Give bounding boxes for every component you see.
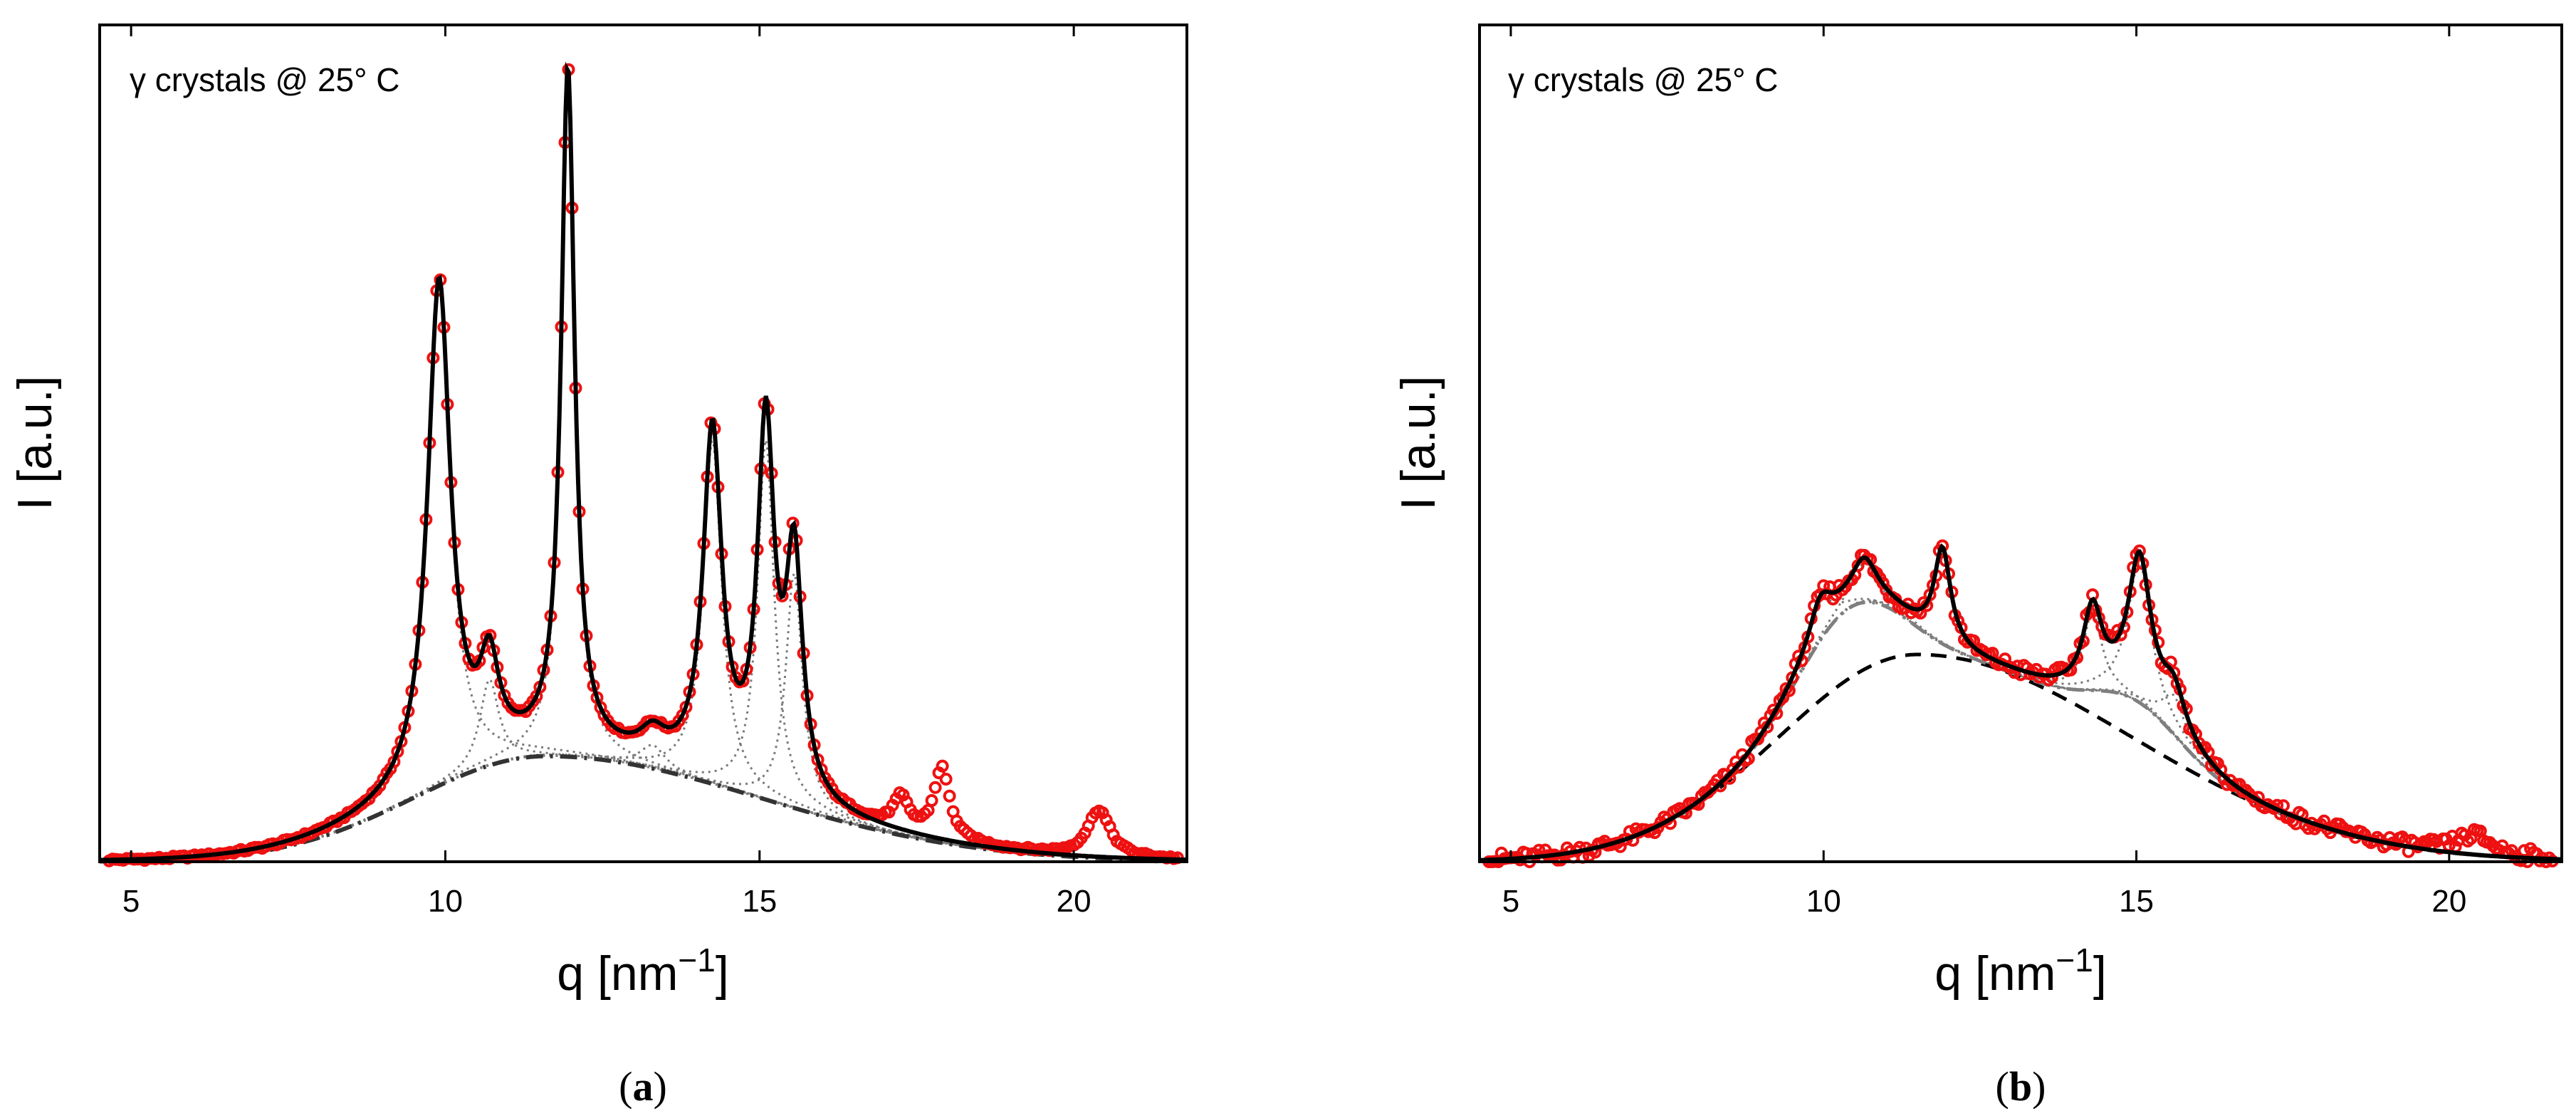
data-point xyxy=(943,789,956,803)
panel-a-ticks: 5 10 15 20 xyxy=(122,25,1091,919)
panel-b-xlabel: q [nm−1] xyxy=(1934,942,2106,1001)
crystalline-peak-1 xyxy=(100,284,1187,862)
panel-b-ylabel: I [a.u.] xyxy=(1391,376,1445,511)
panel-b: 5 10 15 20 γ crystals @ 25° C q [nm−1] I [a… xyxy=(1391,24,2563,1110)
x-tick-label: 20 xyxy=(1057,884,1091,919)
x-tick-label: 15 xyxy=(742,884,777,919)
x-tick-label: 5 xyxy=(1502,884,1519,919)
crystalline-peak-2 xyxy=(1479,562,2562,862)
crystalline-peak-4 xyxy=(1480,600,2562,862)
data-point xyxy=(936,759,949,773)
data-point xyxy=(928,781,942,794)
crystalline-peak-3 xyxy=(100,77,1188,862)
total-fit-line xyxy=(99,61,1187,862)
panel-b-annotation: γ crystals @ 25° C xyxy=(1508,61,1779,98)
panel-a-annotation: γ crystals @ 25° C xyxy=(130,61,400,98)
data-points xyxy=(103,63,1184,867)
panel-a-curves xyxy=(99,61,1188,867)
panel-b-ticks: 5 10 15 20 xyxy=(1502,25,2466,919)
x-tick-label: 20 xyxy=(2431,884,2466,919)
crystalline-peak-6 xyxy=(100,439,1188,862)
panel-a-frame xyxy=(98,24,1188,863)
data-point xyxy=(939,773,953,786)
x-tick-label: 15 xyxy=(2119,884,2154,919)
crystalline-peak-6 xyxy=(1480,600,2562,862)
panel-a-ylabel: I [a.u.] xyxy=(8,376,62,511)
x-tick-label: 10 xyxy=(1806,884,1841,919)
x-tick-label: 10 xyxy=(428,884,463,919)
amorphous-halo-2 xyxy=(1479,600,2562,862)
panel-b-curves xyxy=(1479,539,2562,868)
crystalline-peak-5 xyxy=(1479,560,2562,862)
data-points xyxy=(1482,539,2559,868)
panel-a-caption: (a) xyxy=(619,1063,667,1110)
data-point xyxy=(925,794,938,807)
data-point xyxy=(775,589,789,603)
panel-b-frame xyxy=(1478,24,2563,863)
panel-a: 5 10 15 20 γ crystals @ 25° C q [nm−1] I [a… xyxy=(8,24,1188,1110)
panel-b-caption: (b) xyxy=(1996,1063,2046,1110)
crystalline-peak-1 xyxy=(1479,597,2562,862)
crystalline-peak-5 xyxy=(100,439,1188,862)
x-tick-label: 5 xyxy=(122,884,140,919)
crystalline-peak-2 xyxy=(100,677,1187,862)
total-fit-line xyxy=(1479,543,2562,862)
data-point xyxy=(2439,833,2453,846)
data-point xyxy=(2496,839,2509,852)
crystalline-peak-3 xyxy=(1479,548,2562,862)
panel-a-xlabel: q [nm−1] xyxy=(557,942,728,1001)
